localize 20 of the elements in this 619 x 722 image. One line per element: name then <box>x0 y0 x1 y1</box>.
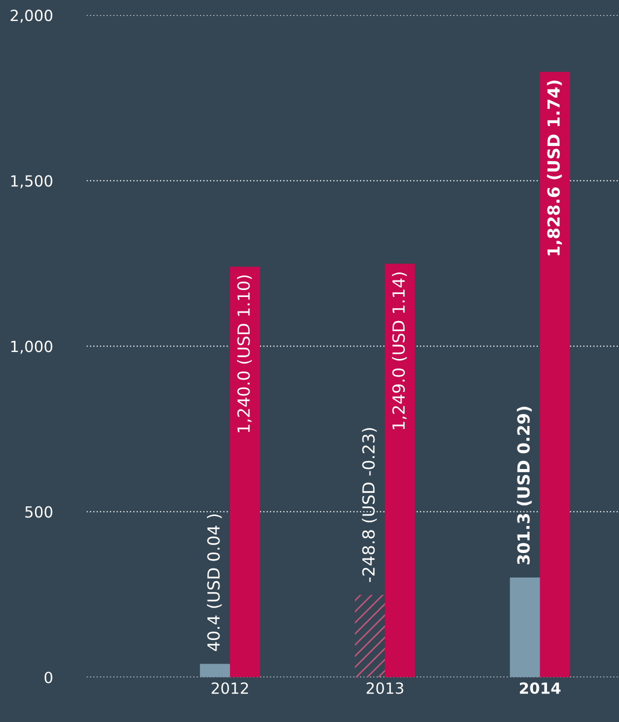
y-tick-label: 0 <box>44 672 52 684</box>
data-label: 40.4 (USD 0.04 ) <box>206 514 222 651</box>
x-tick-label: 2012 <box>212 682 248 694</box>
y-tick-label: 2,000 <box>10 10 52 23</box>
x-tick-label: 2013 <box>366 682 404 694</box>
data-label: -248.8 (USD -0.23) <box>362 428 377 582</box>
y-tick-label: 1,000 <box>11 340 52 354</box>
data-label: 1,240.0 (USD 1.10) <box>237 275 252 432</box>
bar <box>384 264 416 678</box>
bar <box>200 664 230 678</box>
bar <box>510 577 540 678</box>
bar <box>540 72 570 678</box>
data-label: 1,828.6 (USD 1.74) <box>546 80 562 256</box>
data-label: 301.3 (USD 0.29) <box>516 406 532 564</box>
data-label: 1,249.0 (USD 1.14) <box>392 272 407 430</box>
bar <box>230 266 260 678</box>
y-tick-label: 500 <box>25 506 52 518</box>
y-tick-label: 1,500 <box>11 175 52 188</box>
bar <box>354 594 385 678</box>
x-tick-label: 2014 <box>520 682 561 694</box>
